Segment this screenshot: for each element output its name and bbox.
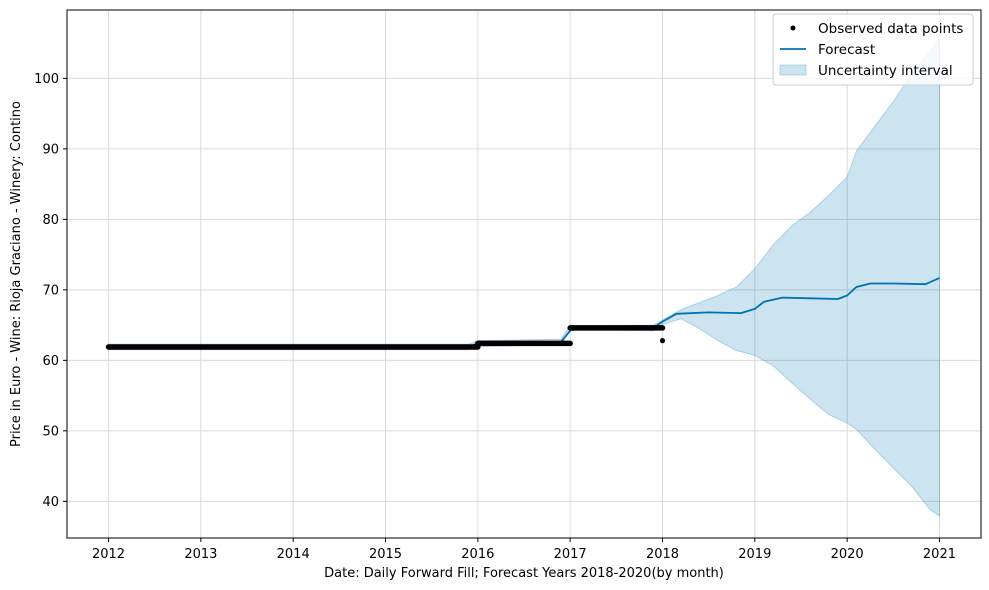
legend-box <box>772 13 974 86</box>
y-tick-label-5: 90 <box>42 142 59 157</box>
legend-observed-marker <box>790 25 796 31</box>
y-axis-ticks: 40 50 60 70 80 90 100 <box>34 72 67 510</box>
y-tick-label-0: 40 <box>42 495 59 510</box>
x-tick-label-6: 2018 <box>646 547 679 562</box>
observed-points-layer <box>105 325 666 350</box>
observed-point-0 <box>659 338 666 344</box>
x-tick-label-7: 2019 <box>738 547 771 562</box>
y-tick-label-4: 80 <box>42 213 59 228</box>
legend-interval-patch <box>779 64 807 76</box>
y-tick-label-2: 60 <box>42 354 59 369</box>
x-axis-label: Date: Daily Forward Fill; Forecast Years… <box>324 566 724 581</box>
legend: Observed data points Forecast Uncertaint… <box>772 13 974 86</box>
plot-frame <box>66 9 982 539</box>
legend-observed-label: Observed data points <box>818 21 963 37</box>
x-tick-label-2: 2014 <box>277 547 310 562</box>
x-tick-label-4: 2016 <box>461 547 494 562</box>
y-axis-label: Price in Euro - Wine: Rioja Graciano - W… <box>9 101 24 447</box>
x-tick-label-3: 2015 <box>369 547 402 562</box>
x-axis-ticks: 2012 2013 2014 2015 2016 2017 2018 2019 2020 2021 <box>92 538 956 562</box>
legend-interval-label: Uncertainty interval <box>818 63 953 79</box>
y-tick-label-3: 70 <box>42 283 59 298</box>
legend-forecast-label: Forecast <box>818 42 875 58</box>
uncertainty-band <box>108 37 940 518</box>
grid <box>67 10 981 538</box>
y-tick-label-6: 100 <box>34 72 59 87</box>
y-tick-label-1: 50 <box>42 424 59 439</box>
x-tick-label-0: 2012 <box>92 547 125 562</box>
x-tick-label-1: 2013 <box>184 547 217 562</box>
x-tick-label-5: 2017 <box>554 547 587 562</box>
uncertainty-band-layer <box>108 37 940 518</box>
x-tick-label-8: 2020 <box>831 547 864 562</box>
x-tick-label-9: 2021 <box>923 547 956 562</box>
